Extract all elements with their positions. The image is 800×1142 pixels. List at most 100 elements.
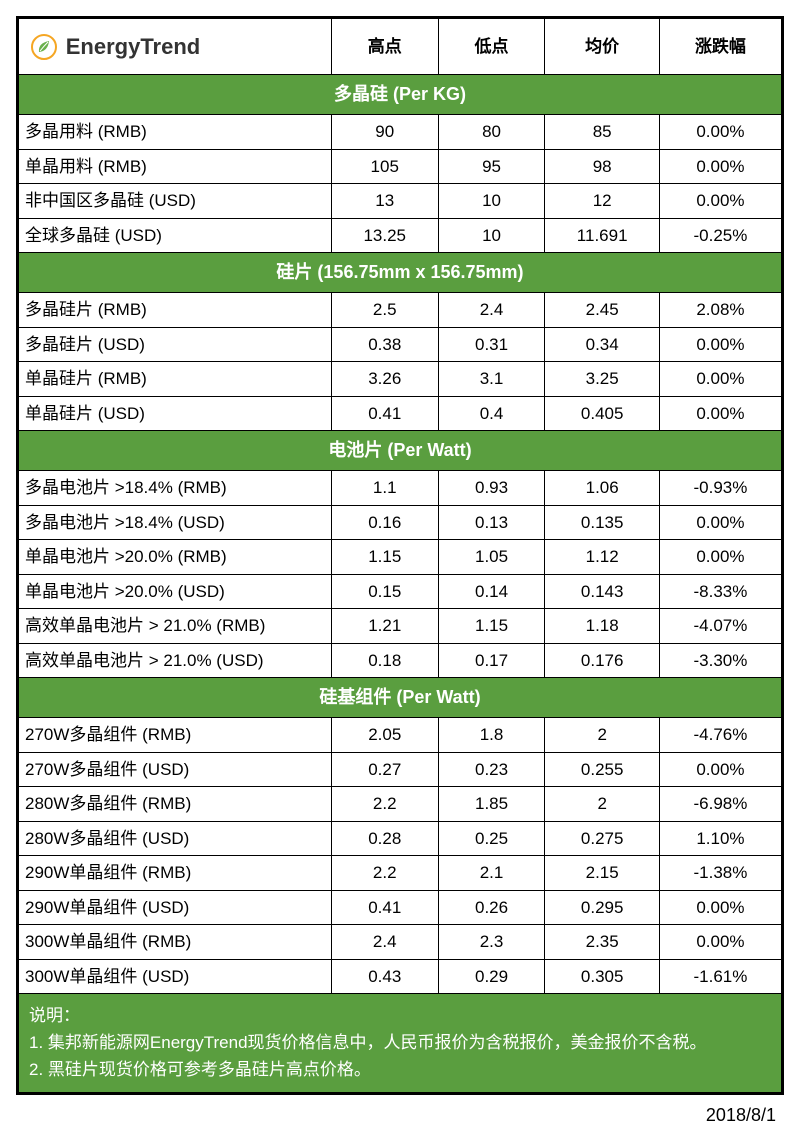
table-row: 300W单晶组件 (USD)0.430.290.305-1.61% [19,959,782,994]
cell-chg: 0.00% [659,505,781,540]
table-row: 多晶硅片 (RMB)2.52.42.452.08% [19,293,782,328]
cell-name: 单晶用料 (RMB) [19,149,332,184]
cell-low: 3.1 [438,362,545,397]
cell-low: 0.26 [438,890,545,925]
cell-name: 单晶电池片 >20.0% (RMB) [19,540,332,575]
cell-high: 1.15 [331,540,438,575]
cell-avg: 85 [545,115,659,150]
section-title: 多晶硅 (Per KG) [19,75,782,115]
cell-name: 290W单晶组件 (RMB) [19,856,332,891]
cell-high: 0.28 [331,821,438,856]
cell-low: 1.15 [438,609,545,644]
cell-avg: 2.45 [545,293,659,328]
table-row: 270W多晶组件 (USD)0.270.230.2550.00% [19,752,782,787]
cell-chg: 0.00% [659,184,781,219]
cell-high: 90 [331,115,438,150]
cell-low: 80 [438,115,545,150]
table-row: 非中国区多晶硅 (USD)1310120.00% [19,184,782,219]
cell-name: 300W单晶组件 (USD) [19,959,332,994]
leaf-icon [31,34,57,60]
table-row: 290W单晶组件 (RMB)2.22.12.15-1.38% [19,856,782,891]
section-title: 电池片 (Per Watt) [19,431,782,471]
cell-name: 290W单晶组件 (USD) [19,890,332,925]
notes-line: 1. 集邦新能源网EnergyTrend现货价格信息中，人民币报价为含税报价，美… [29,1029,771,1056]
cell-high: 0.38 [331,327,438,362]
cell-chg: 2.08% [659,293,781,328]
cell-avg: 1.12 [545,540,659,575]
cell-avg: 2.15 [545,856,659,891]
cell-name: 非中国区多晶硅 (USD) [19,184,332,219]
cell-high: 0.27 [331,752,438,787]
cell-high: 0.41 [331,890,438,925]
notes-line: 2. 黑硅片现货价格可参考多晶硅片高点价格。 [29,1056,771,1083]
cell-avg: 2 [545,718,659,753]
section-header: 硅基组件 (Per Watt) [19,678,782,718]
cell-chg: 0.00% [659,149,781,184]
table-row: 单晶电池片 >20.0% (RMB)1.151.051.120.00% [19,540,782,575]
cell-low: 0.25 [438,821,545,856]
cell-low: 2.1 [438,856,545,891]
cell-avg: 0.34 [545,327,659,362]
cell-name: 高效单晶电池片 > 21.0% (RMB) [19,609,332,644]
col-header-chg: 涨跌幅 [659,19,781,75]
cell-high: 0.18 [331,643,438,678]
report-date: 2018/8/1 [16,1095,784,1126]
cell-low: 1.05 [438,540,545,575]
cell-low: 0.17 [438,643,545,678]
cell-name: 270W多晶组件 (USD) [19,752,332,787]
cell-high: 0.16 [331,505,438,540]
cell-low: 0.93 [438,471,545,506]
cell-low: 2.4 [438,293,545,328]
cell-chg: 0.00% [659,752,781,787]
brand-cell: EnergyTrend [19,19,332,75]
cell-high: 2.2 [331,787,438,822]
section-header: 多晶硅 (Per KG) [19,75,782,115]
cell-avg: 0.143 [545,574,659,609]
table-row: 高效单晶电池片 > 21.0% (USD)0.180.170.176-3.30% [19,643,782,678]
col-header-low: 低点 [438,19,545,75]
cell-chg: -4.76% [659,718,781,753]
cell-high: 0.41 [331,396,438,431]
cell-chg: -6.98% [659,787,781,822]
cell-avg: 2.35 [545,925,659,960]
cell-avg: 0.176 [545,643,659,678]
cell-chg: 0.00% [659,890,781,925]
section-title: 硅基组件 (Per Watt) [19,678,782,718]
cell-chg: -1.38% [659,856,781,891]
cell-high: 1.21 [331,609,438,644]
cell-high: 3.26 [331,362,438,397]
table-row: 全球多晶硅 (USD)13.251011.691-0.25% [19,218,782,253]
table-row: 单晶电池片 >20.0% (USD)0.150.140.143-8.33% [19,574,782,609]
cell-name: 单晶硅片 (RMB) [19,362,332,397]
table-row: 300W单晶组件 (RMB)2.42.32.350.00% [19,925,782,960]
cell-name: 280W多晶组件 (RMB) [19,787,332,822]
cell-name: 单晶电池片 >20.0% (USD) [19,574,332,609]
cell-chg: -3.30% [659,643,781,678]
cell-avg: 0.275 [545,821,659,856]
cell-high: 2.5 [331,293,438,328]
cell-low: 0.29 [438,959,545,994]
table-row: 高效单晶电池片 > 21.0% (RMB)1.211.151.18-4.07% [19,609,782,644]
cell-low: 95 [438,149,545,184]
notes-cell: 说明：1. 集邦新能源网EnergyTrend现货价格信息中，人民币报价为含税报… [19,994,782,1093]
cell-avg: 0.295 [545,890,659,925]
section-header: 硅片 (156.75mm x 156.75mm) [19,253,782,293]
cell-high: 105 [331,149,438,184]
cell-high: 2.2 [331,856,438,891]
cell-avg: 0.135 [545,505,659,540]
cell-chg: -8.33% [659,574,781,609]
table-row: 单晶硅片 (RMB)3.263.13.250.00% [19,362,782,397]
cell-name: 300W单晶组件 (RMB) [19,925,332,960]
cell-chg: 0.00% [659,115,781,150]
cell-avg: 11.691 [545,218,659,253]
section-header: 电池片 (Per Watt) [19,431,782,471]
cell-chg: 0.00% [659,396,781,431]
cell-name: 多晶电池片 >18.4% (RMB) [19,471,332,506]
cell-low: 0.4 [438,396,545,431]
cell-low: 1.8 [438,718,545,753]
cell-avg: 1.18 [545,609,659,644]
table-row: 280W多晶组件 (RMB)2.21.852-6.98% [19,787,782,822]
table-header-row: EnergyTrend 高点 低点 均价 涨跌幅 [19,19,782,75]
cell-high: 2.05 [331,718,438,753]
cell-name: 多晶用料 (RMB) [19,115,332,150]
